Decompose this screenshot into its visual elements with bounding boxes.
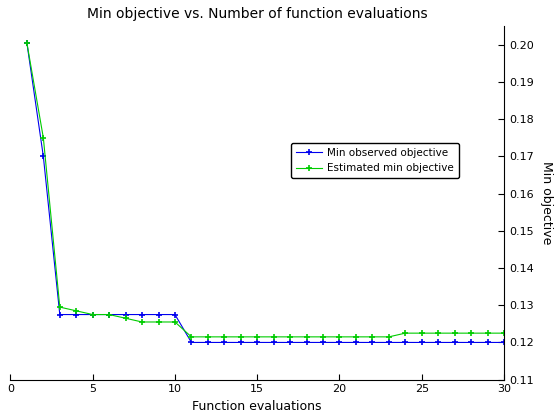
X-axis label: Function evaluations: Function evaluations — [193, 400, 322, 413]
Min observed objective — [484, 340, 491, 345]
Min observed objective — [303, 340, 310, 345]
Estimated min objective — [40, 135, 46, 140]
Estimated min objective — [106, 312, 113, 317]
Min observed objective — [451, 340, 458, 345]
Estimated min objective — [353, 334, 360, 339]
Estimated min objective — [24, 40, 30, 45]
Min observed objective — [353, 340, 360, 345]
Estimated min objective — [171, 320, 178, 325]
Min observed objective — [155, 312, 162, 317]
Estimated min objective — [336, 334, 343, 339]
Estimated min objective — [320, 334, 326, 339]
Estimated min objective — [501, 331, 507, 336]
Min observed objective — [385, 340, 392, 345]
Estimated min objective — [468, 331, 474, 336]
Estimated min objective — [122, 316, 129, 321]
Estimated min objective — [139, 320, 146, 325]
Estimated min objective — [385, 334, 392, 339]
Min observed objective — [369, 340, 376, 345]
Min observed objective — [418, 340, 425, 345]
Min observed objective — [402, 340, 409, 345]
Estimated min objective — [435, 331, 441, 336]
Estimated min objective — [369, 334, 376, 339]
Legend: Min observed objective, Estimated min objective: Min observed objective, Estimated min ob… — [291, 143, 459, 178]
Estimated min objective — [73, 308, 80, 313]
Estimated min objective — [418, 331, 425, 336]
Min observed objective — [221, 340, 228, 345]
Min observed objective — [287, 340, 293, 345]
Min observed objective — [237, 340, 244, 345]
Min observed objective — [139, 312, 146, 317]
Min observed objective — [24, 40, 30, 45]
Estimated min objective — [254, 334, 260, 339]
Estimated min objective — [484, 331, 491, 336]
Estimated min objective — [155, 320, 162, 325]
Min observed objective — [171, 312, 178, 317]
Estimated min objective — [303, 334, 310, 339]
Min observed objective — [122, 312, 129, 317]
Estimated min objective — [90, 312, 96, 317]
Y-axis label: Min objective: Min objective — [540, 161, 553, 244]
Min observed objective — [435, 340, 441, 345]
Min observed objective — [90, 312, 96, 317]
Estimated min objective — [221, 334, 228, 339]
Estimated min objective — [287, 334, 293, 339]
Estimated min objective — [237, 334, 244, 339]
Min observed objective — [73, 312, 80, 317]
Estimated min objective — [402, 331, 409, 336]
Line: Estimated min objective: Estimated min objective — [24, 39, 507, 340]
Min observed objective — [188, 340, 195, 345]
Min observed objective — [501, 340, 507, 345]
Estimated min objective — [270, 334, 277, 339]
Min observed objective — [468, 340, 474, 345]
Min observed objective — [204, 340, 211, 345]
Min observed objective — [106, 312, 113, 317]
Min observed objective — [270, 340, 277, 345]
Estimated min objective — [188, 334, 195, 339]
Min observed objective — [320, 340, 326, 345]
Min observed objective — [57, 312, 63, 317]
Estimated min objective — [204, 334, 211, 339]
Line: Min observed objective: Min observed objective — [24, 39, 507, 346]
Estimated min objective — [451, 331, 458, 336]
Min observed objective — [336, 340, 343, 345]
Estimated min objective — [57, 304, 63, 310]
Min observed objective — [254, 340, 260, 345]
Min observed objective — [40, 154, 46, 159]
Title: Min objective vs. Number of function evaluations: Min objective vs. Number of function eva… — [87, 7, 427, 21]
